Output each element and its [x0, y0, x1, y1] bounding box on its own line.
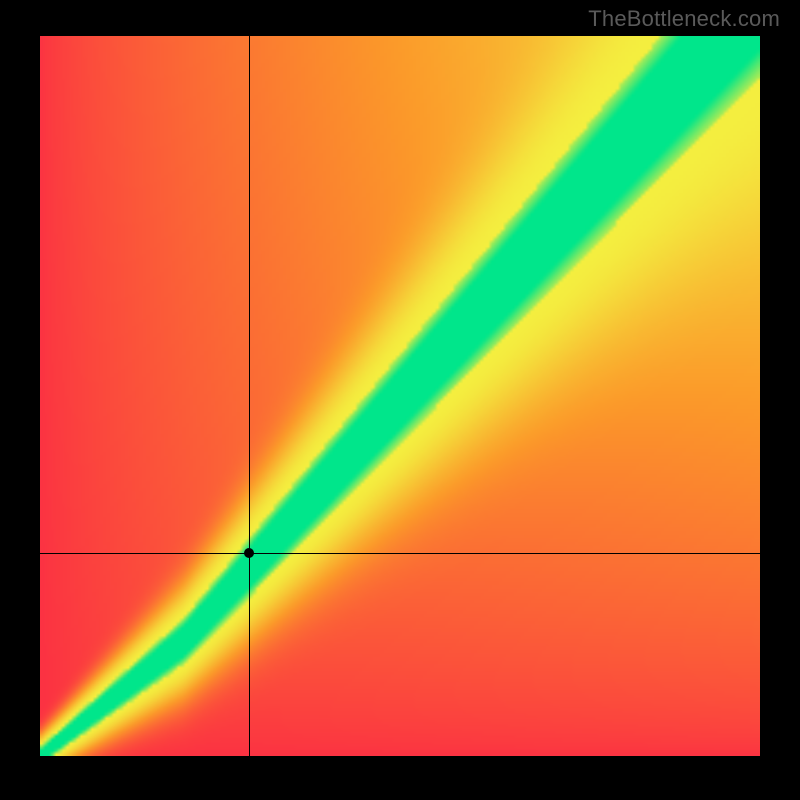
watermark-text: TheBottleneck.com [588, 6, 780, 32]
chart-frame: TheBottleneck.com [0, 0, 800, 800]
crosshair-marker [244, 548, 254, 558]
heatmap-canvas [40, 36, 760, 756]
crosshair-horizontal [40, 553, 760, 554]
plot-area [40, 36, 760, 756]
crosshair-vertical [249, 36, 250, 756]
